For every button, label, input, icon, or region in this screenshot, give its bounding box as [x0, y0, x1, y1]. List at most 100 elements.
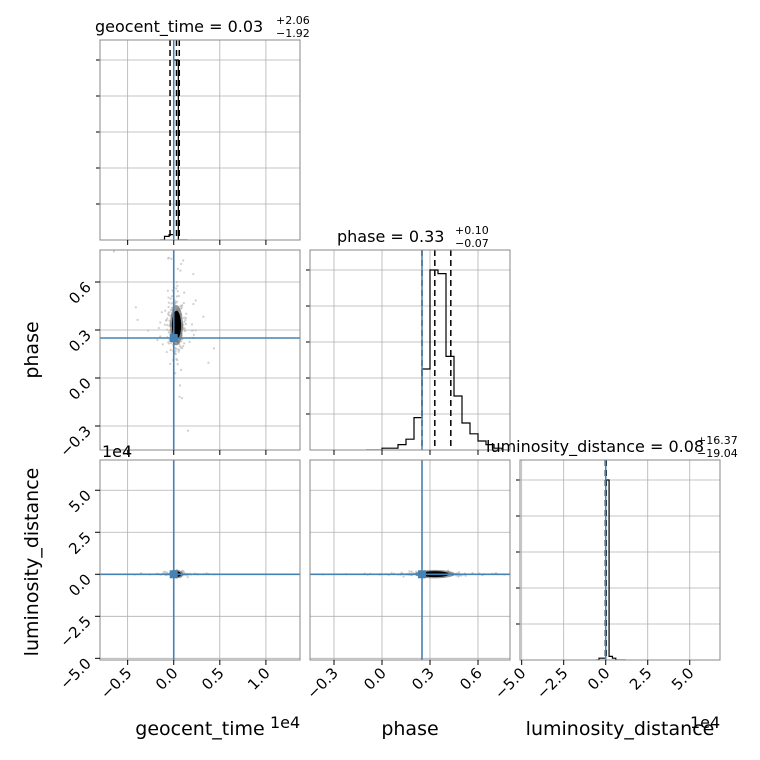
panel-content: [100, 460, 300, 660]
scatter-point-geocent_time-phase-225: [180, 262, 183, 266]
scatter-point-geocent_time-phase-100: [174, 302, 177, 305]
title-geocent-time: geocent_time = 0.03 +2.06 −1.92: [95, 14, 310, 40]
scatter-point-geocent_time-phase-131: [166, 317, 169, 320]
title-luminosity-distance-main: luminosity_distance = 0.08: [486, 437, 704, 457]
ytick-label-phase-1: 0.0: [65, 374, 95, 404]
ytick-label-luminosity_distance-4: 5.0: [65, 486, 95, 516]
truth-marker-phase-luminosity_distance: [418, 570, 426, 579]
panel-frame: [519, 459, 721, 661]
scatter-point-geocent_time-phase-56: [180, 397, 184, 400]
scatter-point-geocent_time-phase-222: [180, 340, 183, 343]
scatter-point-phase-luminosity_distance-243: [402, 575, 405, 578]
panel-background: [310, 460, 510, 660]
scatter-point-geocent_time-phase-65: [170, 257, 173, 260]
scatter-point-geocent_time-phase-59: [179, 269, 182, 272]
scatter-point-geocent_time-phase-133: [178, 241, 180, 243]
scatter-point-geocent_time-phase-125: [176, 284, 179, 287]
x-axis-label-luminosity-distance: luminosity_distance: [526, 718, 715, 740]
panel-frame: [99, 249, 301, 451]
x-exponent-luminosity-distance: 1e4: [690, 713, 720, 732]
panel-background: [520, 460, 720, 660]
title-luminosity-distance-sub: −19.04: [697, 447, 738, 460]
scatter-point-geocent_time-phase-43: [176, 267, 179, 270]
scatter-point-geocent_time-phase-17: [212, 347, 215, 350]
scatter-point-geocent_time-phase-63: [184, 318, 187, 322]
scatter-point-geocent_time-phase-189: [134, 306, 137, 309]
scatter-point-geocent_time-phase-236: [192, 302, 195, 306]
histogram-phase: [366, 269, 510, 450]
x-axis-label-phase: phase: [381, 718, 438, 740]
histogram-luminosity_distance: [595, 479, 626, 660]
scatter-point-geocent_time-phase-95: [170, 302, 173, 305]
scatter-point-geocent_time-phase-208: [186, 429, 190, 432]
scatter-point-geocent_time-luminosity_distance-257: [162, 570, 165, 574]
scatter-point-geocent_time-phase-158: [184, 322, 188, 326]
scatter-point-geocent_time-phase-142: [175, 357, 178, 361]
scatter-point-geocent_time-phase-114: [183, 320, 186, 323]
scatter-point-geocent_time-phase-48: [163, 323, 166, 326]
scatter-point-geocent_time-phase-186: [167, 296, 170, 299]
scatter-point-geocent_time-phase-166: [183, 342, 186, 345]
scatter-point-geocent_time-phase-193: [165, 350, 168, 354]
scatter-point-geocent_time-phase-151: [178, 395, 181, 398]
scatter-point-geocent_time-phase-61: [192, 272, 195, 276]
scatter-point-geocent_time-phase-198: [174, 372, 177, 375]
scatter-point-geocent_time-phase-149: [174, 300, 177, 303]
scatter-point-geocent_time-phase-235: [174, 347, 178, 350]
scatter-point-geocent_time-phase-145: [160, 311, 163, 314]
scatter-point-geocent_time-phase-221: [159, 335, 162, 338]
title-phase-sub: −0.07: [455, 237, 489, 250]
panel-content: [100, 241, 300, 450]
scatter-point-geocent_time-phase-215: [184, 329, 187, 332]
scatter-point-geocent_time-phase-212: [161, 343, 164, 346]
scatter-point-geocent_time-phase-197: [167, 312, 170, 315]
scatter-point-geocent_time-phase-253: [167, 256, 170, 259]
title-phase-main: phase = 0.33: [337, 227, 444, 246]
xtick-label-luminosity_distance-2: 0.0: [584, 664, 614, 694]
ytick-label-phase-2: 0.3: [65, 326, 95, 356]
scatter-point-geocent_time-phase-237: [175, 300, 179, 303]
scatter-point-geocent_time-phase-188: [167, 301, 170, 304]
scatter-point-geocent_time-phase-219: [202, 315, 205, 318]
scatter-point-geocent_time-phase-165: [170, 295, 174, 298]
scatter-point-geocent_time-phase-169: [168, 314, 172, 317]
xtick-label-phase-0: −0.3: [303, 664, 341, 702]
ytick-label-luminosity_distance-3: 2.5: [65, 528, 95, 558]
scatter-point-geocent_time-phase-116: [175, 280, 178, 284]
title-geocent-time-main: geocent_time = 0.03: [95, 17, 263, 37]
scatter-point-geocent_time-phase-226: [168, 342, 171, 345]
scatter-point-geocent_time-phase-258: [157, 326, 160, 330]
scatter-point-geocent_time-phase-238: [165, 328, 169, 331]
scatter-point-geocent_time-phase-137: [168, 329, 171, 332]
panel-frame: [309, 249, 511, 451]
scatter-point-geocent_time-phase-29: [181, 344, 185, 348]
scatter-point-geocent_time-phase-124: [207, 361, 210, 364]
scatter-point-geocent_time-phase-223: [180, 306, 183, 309]
scatter-point-geocent_time-phase-138: [168, 319, 171, 322]
x-axis-label-geocent-time: geocent_time: [135, 718, 264, 740]
plot-layer: −0.30.00.30.6−5.0−2.50.02.55.0−0.5 0.0 0.5…: [56, 39, 721, 703]
panel-content: [100, 40, 300, 240]
scatter-point-geocent_time-phase-162: [164, 309, 167, 312]
panel-frame: [99, 459, 301, 661]
scatter-point-geocent_time-phase-140: [175, 295, 179, 298]
xtick-label-geocent_time-3: 1.0: [244, 664, 274, 694]
panel-content: [520, 460, 720, 660]
title-geocent-time-sup: +2.06: [276, 14, 310, 27]
scatter-point-geocent_time-phase-175: [112, 250, 116, 253]
scatter-point-geocent_time-phase-146: [166, 324, 169, 327]
scatter-point-geocent_time-phase-58: [176, 290, 179, 293]
scatter-point-geocent_time-phase-211: [169, 308, 172, 312]
ytick-label-luminosity_distance-0: −5.0: [56, 654, 94, 692]
scatter-point-geocent_time-phase-192: [182, 316, 186, 320]
scatter-point-phase-luminosity_distance-181: [410, 570, 413, 573]
y-axis-label-phase: phase: [21, 321, 43, 378]
scatter-point-geocent_time-phase-26: [182, 259, 185, 262]
scatter-point-geocent_time-phase-74: [147, 329, 150, 332]
panel-phase-phase: [306, 249, 511, 455]
xtick-label-phase-3: 0.6: [456, 664, 486, 694]
truth-marker-geocent_time-luminosity_distance: [169, 570, 178, 579]
scatter-point-geocent_time-phase-16: [167, 331, 170, 334]
scatter-point-geocent_time-phase-32: [188, 340, 191, 343]
y-axis-label-luminosity-distance: luminosity_distance: [21, 468, 43, 657]
